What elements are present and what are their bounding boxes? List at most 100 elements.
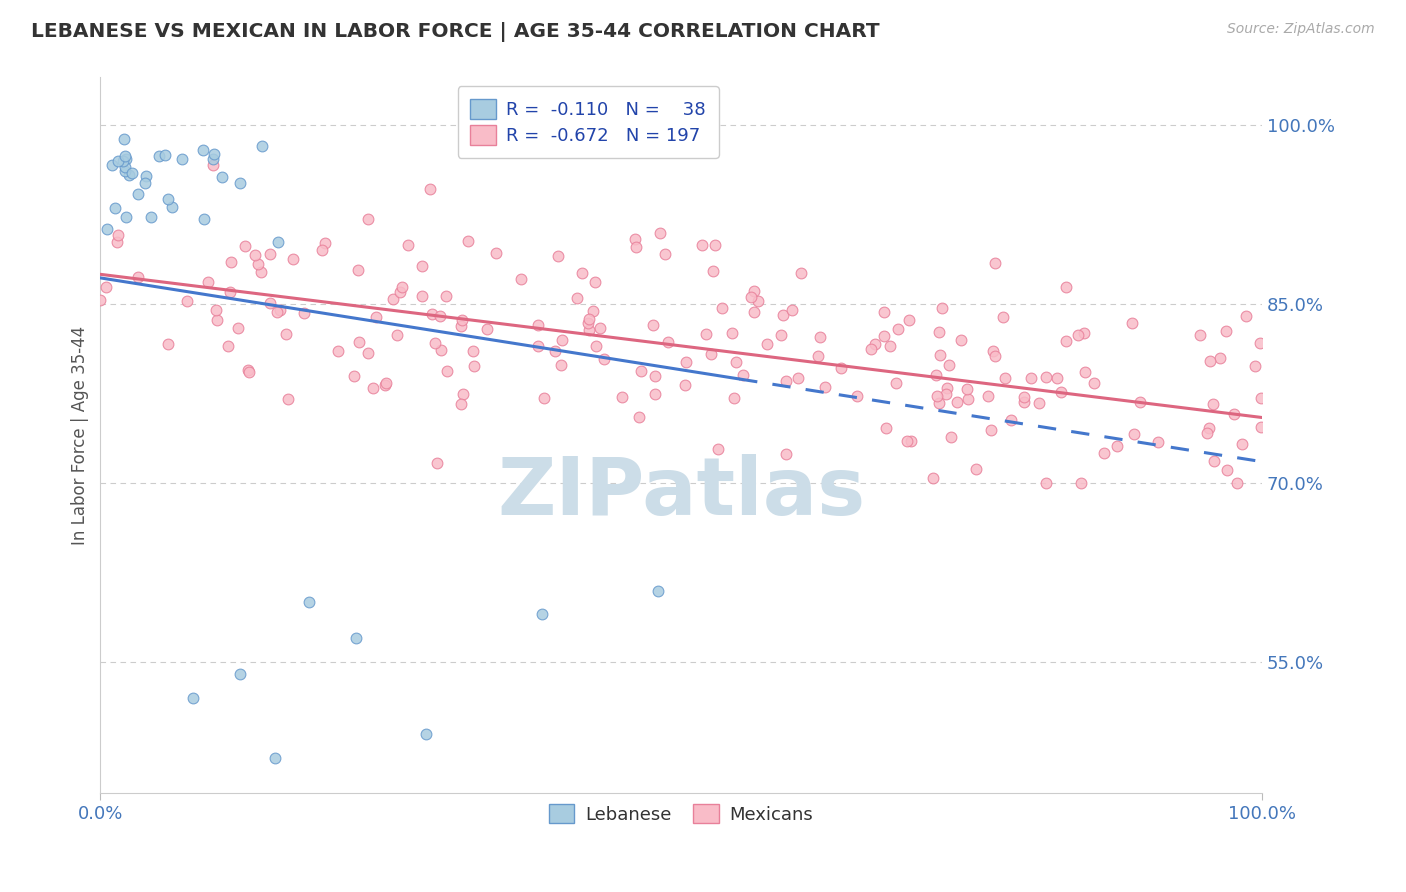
Point (451, 387, 474, 401)
Point (217, 339, 239, 353)
Point (808, 330, 831, 344)
Point (121, 166, 143, 180)
Point (610, 390, 633, 404)
Point (1092, 446, 1115, 460)
Point (1216, 462, 1239, 476)
Point (259, 247, 281, 261)
Point (135, 169, 157, 184)
Text: ZIPatlas: ZIPatlas (496, 454, 865, 532)
Point (259, 296, 281, 310)
Point (695, 326, 717, 341)
Point (191, 143, 214, 157)
Point (863, 337, 886, 351)
Point (157, 337, 180, 351)
Point (211, 169, 233, 184)
Point (647, 583, 669, 598)
Point (583, 276, 606, 290)
Point (250, 139, 273, 153)
Point (218, 285, 240, 299)
Point (219, 255, 242, 269)
Point (115, 210, 138, 224)
Point (391, 279, 413, 293)
Point (946, 395, 969, 409)
Point (1049, 384, 1071, 399)
Point (205, 313, 228, 327)
Point (775, 447, 797, 461)
Point (344, 632, 367, 646)
Point (527, 318, 550, 333)
Point (949, 333, 972, 347)
Point (654, 247, 676, 261)
Point (484, 246, 506, 260)
Point (929, 348, 952, 362)
Point (585, 339, 607, 353)
Point (277, 392, 299, 406)
Point (1250, 391, 1272, 405)
Point (1021, 370, 1043, 384)
Point (411, 260, 433, 274)
Point (576, 316, 599, 330)
Point (565, 291, 588, 305)
Point (700, 346, 723, 360)
Point (1035, 369, 1057, 384)
Point (463, 344, 485, 359)
Point (1197, 426, 1219, 441)
Point (772, 308, 794, 322)
Point (193, 211, 215, 226)
Point (127, 186, 149, 201)
Point (1234, 310, 1257, 324)
Point (624, 240, 647, 254)
Point (263, 750, 285, 764)
Point (1202, 397, 1225, 411)
Point (1147, 435, 1170, 450)
Point (755, 336, 778, 351)
Point (1188, 328, 1211, 343)
Point (148, 148, 170, 162)
Point (994, 371, 1017, 385)
Point (984, 349, 1007, 363)
Point (742, 305, 765, 319)
Point (156, 192, 179, 206)
Point (266, 235, 288, 250)
Point (375, 376, 398, 390)
Point (457, 234, 479, 248)
Point (896, 434, 918, 448)
Point (436, 364, 458, 378)
Point (292, 306, 315, 320)
Point (423, 335, 446, 350)
Point (550, 358, 572, 372)
Point (1054, 280, 1077, 294)
Point (374, 377, 396, 392)
Point (1129, 395, 1152, 409)
Point (160, 200, 183, 214)
Point (675, 355, 697, 369)
Point (134, 176, 156, 190)
Point (396, 238, 419, 252)
Point (114, 161, 136, 175)
Point (859, 342, 882, 356)
Point (814, 379, 837, 393)
Point (630, 364, 652, 378)
Point (246, 257, 269, 271)
Point (1070, 476, 1092, 491)
Point (1107, 439, 1129, 453)
Point (769, 327, 792, 342)
Point (533, 391, 555, 405)
Point (1083, 376, 1105, 390)
Y-axis label: In Labor Force | Age 35-44: In Labor Force | Age 35-44 (72, 326, 89, 545)
Point (366, 310, 388, 324)
Point (977, 389, 1000, 403)
Point (593, 351, 616, 366)
Point (388, 285, 411, 300)
Point (328, 344, 350, 359)
Point (245, 248, 267, 262)
Point (236, 363, 259, 377)
Point (100, 158, 122, 172)
Point (1226, 476, 1249, 491)
Point (897, 313, 920, 327)
Point (780, 302, 803, 317)
Point (571, 266, 593, 280)
Point (349, 335, 371, 350)
Point (1012, 395, 1035, 409)
Point (725, 354, 748, 368)
